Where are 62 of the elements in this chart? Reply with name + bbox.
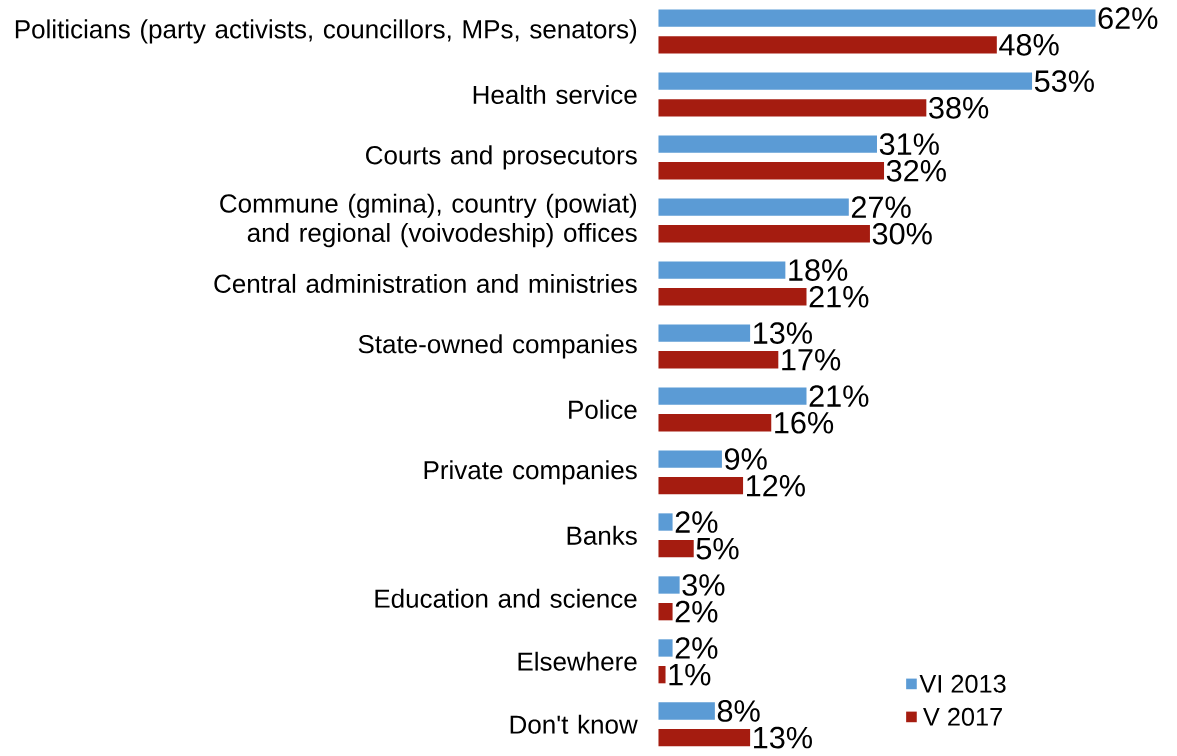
- data-label: 62%: [1098, 7, 1158, 30]
- y-tick-label: Commune (gmina), country (powiat) and regional (voivodeship) offices: [220, 193, 637, 248]
- data-label: 48%: [999, 34, 1059, 56]
- y-tick-label: Police: [569, 399, 637, 420]
- bar: [658, 477, 744, 495]
- bar: [658, 36, 997, 54]
- bar: [658, 72, 1033, 90]
- y-tick-label: Courts and prosecutors: [366, 145, 637, 170]
- data-label: 27%: [851, 196, 911, 219]
- bar: [658, 702, 715, 720]
- bar: [658, 576, 680, 594]
- bar: [658, 99, 927, 117]
- data-label: 16%: [775, 411, 834, 434]
- y-tick-label: Health service: [473, 85, 637, 105]
- y-tick-label: Central administration and ministries: [214, 273, 637, 294]
- data-label: 5%: [696, 537, 739, 560]
- data-label: 2%: [675, 637, 718, 659]
- bar: [658, 351, 779, 369]
- data-label: 1%: [669, 664, 711, 686]
- data-label: 2%: [675, 600, 718, 623]
- data-label: 30%: [872, 223, 932, 245]
- y-tick-label: Private companies: [424, 460, 637, 485]
- y-tick-label: Banks: [567, 525, 637, 545]
- bar: [658, 198, 849, 216]
- bar: [658, 288, 807, 306]
- data-label: 53%: [1034, 70, 1094, 93]
- bar: [658, 9, 1096, 27]
- bar: [658, 666, 666, 684]
- bar: [658, 162, 885, 180]
- data-label: 3%: [682, 574, 725, 596]
- bar: [658, 225, 870, 243]
- bar: [658, 540, 694, 558]
- legend-label: VI 2013: [919, 674, 1006, 693]
- bar: [658, 135, 877, 153]
- bar: [658, 450, 722, 468]
- y-tick-label: Elsewhere: [518, 651, 637, 671]
- bar: [658, 324, 751, 342]
- bar: [658, 414, 772, 432]
- y-tick-label: Don't know: [510, 714, 638, 734]
- data-label: 21%: [809, 385, 869, 407]
- bar: [658, 387, 807, 405]
- y-tick-label: Education and science: [375, 588, 637, 608]
- data-label: 9%: [724, 448, 767, 470]
- bar: [658, 261, 786, 279]
- data-label: 8%: [717, 700, 760, 722]
- data-label: 17%: [782, 349, 841, 371]
- y-tick-label: Politicians (party activists, councillors, MPs, senators): [15, 19, 637, 44]
- bar: [658, 513, 673, 531]
- data-label: 13%: [754, 726, 812, 749]
- bar: [658, 639, 673, 657]
- y-tick-label: State-owned companies: [358, 334, 637, 359]
- data-label: 31%: [879, 133, 939, 156]
- data-label: 32%: [886, 160, 946, 182]
- legend-label: V 2017: [923, 707, 1002, 726]
- data-label: 12%: [747, 475, 805, 497]
- bar: [658, 603, 673, 621]
- data-label: 18%: [789, 259, 848, 282]
- data-label: 38%: [929, 97, 989, 119]
- data-label: 21%: [809, 286, 869, 308]
- bar: [658, 729, 751, 747]
- data-label: 13%: [754, 322, 812, 345]
- data-label: 2%: [675, 511, 718, 533]
